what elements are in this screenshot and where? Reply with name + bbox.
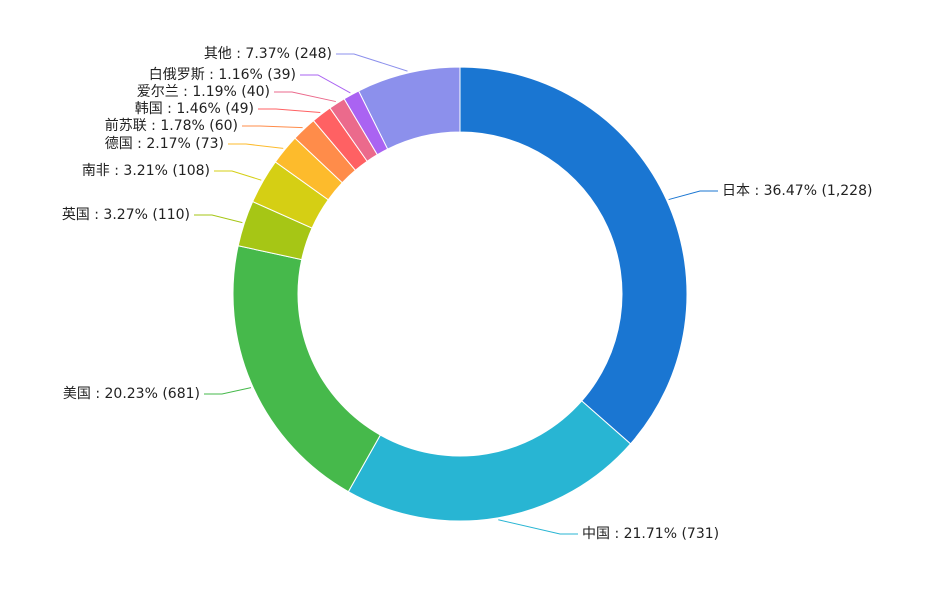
slice-label: 南非 : 3.21% (108) [82,163,210,179]
leader-line [300,74,351,94]
slice-label: 前苏联 : 1.78% (60) [105,117,238,134]
labels-layer: 日本 : 36.47% (1,228) 中国 : 21.71% (731) 美国 :… [62,46,873,542]
donut-slice[interactable] [459,66,688,445]
slice-label: 中国 : 21.71% (731) [582,526,719,542]
leader-line [336,53,408,72]
leader-line [274,91,336,103]
leader-lines-layer [194,53,718,535]
slices-layer [232,66,688,522]
slice-label: 其他 : 7.37% (248) [204,46,332,62]
donut-slice[interactable] [347,400,632,522]
slice-label: 白俄罗斯 : 1.16% (39) [149,67,296,83]
leader-line [258,108,321,114]
slice-label: 日本 : 36.47% (1,228) [722,183,872,199]
slice-label: 美国 : 20.23% (681) [63,386,200,402]
donut-slice[interactable] [357,66,461,150]
slice-label: 韩国 : 1.46% (49) [135,101,254,117]
leader-line [498,519,578,535]
leader-line [668,190,718,201]
leader-line [204,387,252,395]
slice-label: 英国 : 3.27% (110) [62,206,190,223]
leader-line [214,170,262,181]
slice-label: 德国 : 2.17% (73) [105,136,224,152]
leader-line [242,125,303,129]
donut-slice[interactable] [232,245,382,493]
leader-line [228,143,284,149]
leader-line [194,214,243,224]
slice-label: 爱尔兰 : 1.19% (40) [137,84,270,100]
